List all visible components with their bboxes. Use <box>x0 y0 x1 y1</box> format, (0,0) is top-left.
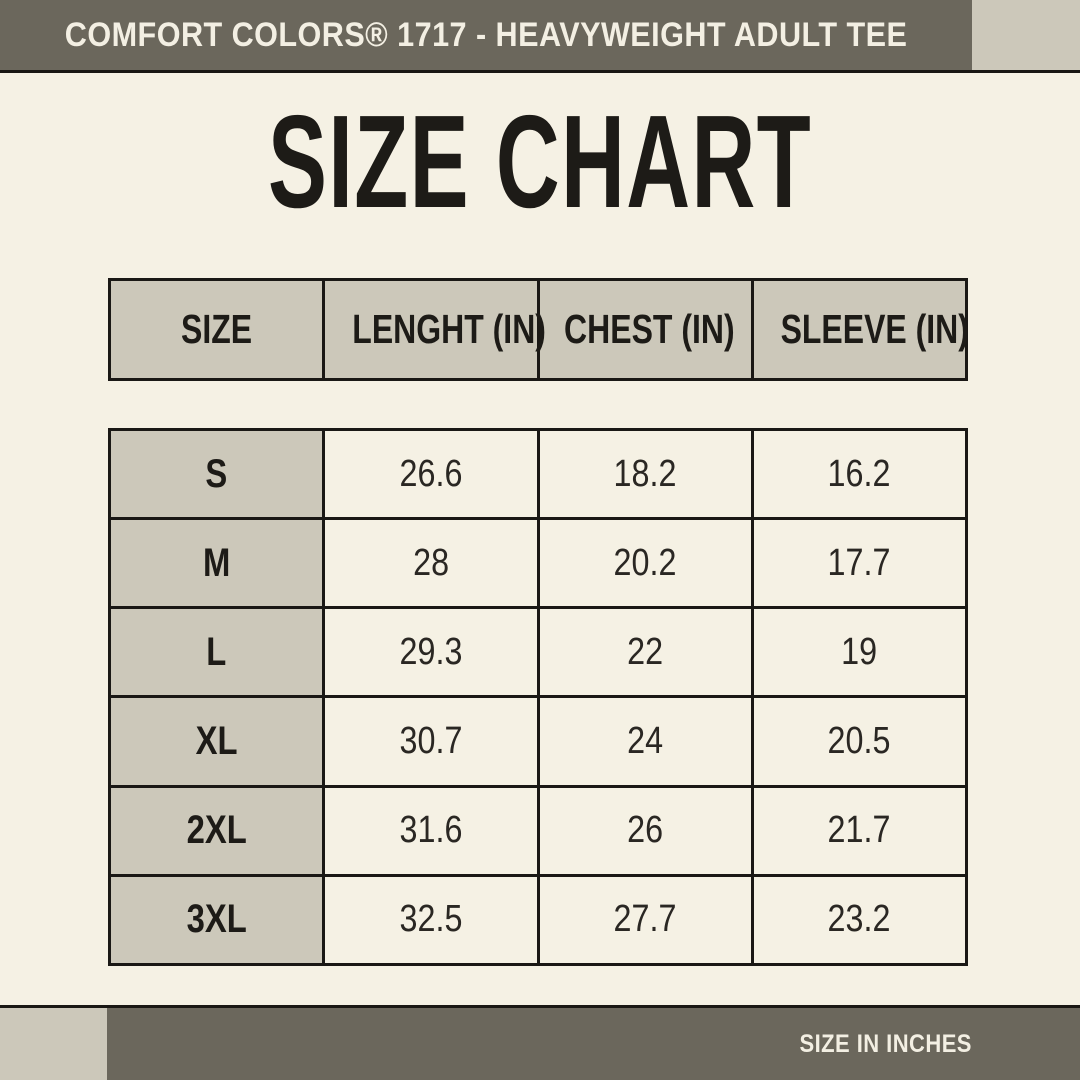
measurement-value-cell: 21.7 <box>750 784 969 877</box>
measurement-value-cell: 17.7 <box>750 517 969 610</box>
table-row: M 28 20.2 17.7 <box>107 517 969 610</box>
measurement-value: 28 <box>412 541 449 584</box>
top-banner: COMFORT COLORS® 1717 - HEAVYWEIGHT ADULT… <box>0 0 972 70</box>
size-label-cell: XL <box>107 695 326 788</box>
measurement-value: 22 <box>627 630 664 673</box>
size-table-body: S 26.6 18.2 16.2 M 28 20.2 17.7 L 29.3 22 19 XL 30.7 2… <box>107 427 969 967</box>
column-header-text: CHEST (IN) <box>563 306 735 352</box>
measurement-value: 32.5 <box>399 898 463 941</box>
table-row: 2XL 31.6 26 21.7 <box>107 784 969 877</box>
measurement-value: 23.2 <box>827 898 891 941</box>
measurement-value-cell: 23.2 <box>750 873 969 967</box>
measurement-value: 20.2 <box>613 541 677 584</box>
measurement-value-cell: 29.3 <box>322 606 540 699</box>
size-label: L <box>206 629 227 674</box>
measurement-value: 20.5 <box>827 720 891 763</box>
measurement-value: 26 <box>627 809 664 852</box>
product-title: COMFORT COLORS® 1717 - HEAVYWEIGHT ADULT… <box>64 15 908 54</box>
measurement-value-cell: 32.5 <box>322 873 540 967</box>
measurement-value: 21.7 <box>827 809 891 852</box>
size-label-cell: 3XL <box>107 873 326 967</box>
size-label: S <box>205 451 228 496</box>
measurement-value: 17.7 <box>827 541 891 584</box>
measurement-value-cell: 24 <box>536 695 754 788</box>
table-row: S 26.6 18.2 16.2 <box>107 427 969 521</box>
size-label-cell: M <box>107 517 326 610</box>
column-header: CHEST (IN) <box>536 278 754 381</box>
size-label-cell: L <box>107 606 326 699</box>
measurement-value: 27.7 <box>613 898 677 941</box>
measurement-value: 24 <box>627 720 664 763</box>
top-right-accent-block <box>972 0 1080 70</box>
column-header-text: SLEEVE (IN) <box>780 306 969 352</box>
page-title: SIZE CHART <box>0 96 1080 228</box>
measurement-value: 19 <box>841 630 878 673</box>
measurement-value-cell: 31.6 <box>322 784 540 877</box>
column-header-text: SIZE <box>181 306 253 352</box>
measurement-value: 26.6 <box>399 452 463 495</box>
column-header-text: LENGHT (IN) <box>352 306 547 352</box>
measurement-value-cell: 20.2 <box>536 517 754 610</box>
column-header: SIZE <box>107 278 326 381</box>
size-label: M <box>202 540 231 585</box>
size-label: 3XL <box>186 897 247 942</box>
bottom-banner: SIZE IN INCHES <box>0 1008 1080 1080</box>
measurement-value: 18.2 <box>613 452 677 495</box>
measurement-value-cell: 19 <box>750 606 969 699</box>
column-header: SLEEVE (IN) <box>750 278 969 381</box>
bottom-divider-rule <box>0 1005 1080 1008</box>
header-row: SIZE LENGHT (IN) CHEST (IN) SLEEVE (IN) <box>107 278 969 381</box>
measurement-value-cell: 26 <box>536 784 754 877</box>
measurement-value-cell: 28 <box>322 517 540 610</box>
measurement-value-cell: 18.2 <box>536 427 754 521</box>
table-row: 3XL 32.5 27.7 23.2 <box>107 873 969 967</box>
size-label-cell: S <box>107 427 326 521</box>
column-header: LENGHT (IN) <box>322 278 546 381</box>
measurement-value: 16.2 <box>827 452 891 495</box>
size-label: XL <box>195 719 238 764</box>
table-row: XL 30.7 24 20.5 <box>107 695 969 788</box>
measurement-value-cell: 20.5 <box>750 695 969 788</box>
units-note: SIZE IN INCHES <box>799 1029 972 1058</box>
table-row: L 29.3 22 19 <box>107 606 969 699</box>
measurement-value-cell: 16.2 <box>750 427 969 521</box>
measurement-value-cell: 27.7 <box>536 873 754 967</box>
body-rows: S 26.6 18.2 16.2 M 28 20.2 17.7 L 29.3 22 19 XL 30.7 2… <box>107 427 969 967</box>
measurement-value: 29.3 <box>399 630 463 673</box>
measurement-value-cell: 22 <box>536 606 754 699</box>
top-divider-rule <box>0 70 1080 73</box>
measurement-value-cell: 26.6 <box>322 427 540 521</box>
size-label: 2XL <box>186 808 247 853</box>
measurement-value: 31.6 <box>399 809 463 852</box>
measurement-value: 30.7 <box>399 720 463 763</box>
size-table-header: SIZE LENGHT (IN) CHEST (IN) SLEEVE (IN) <box>107 278 969 381</box>
measurement-value-cell: 30.7 <box>322 695 540 788</box>
page-title-text: SIZE CHART <box>267 88 813 235</box>
size-label-cell: 2XL <box>107 784 326 877</box>
bottom-left-accent-block <box>0 1008 107 1080</box>
